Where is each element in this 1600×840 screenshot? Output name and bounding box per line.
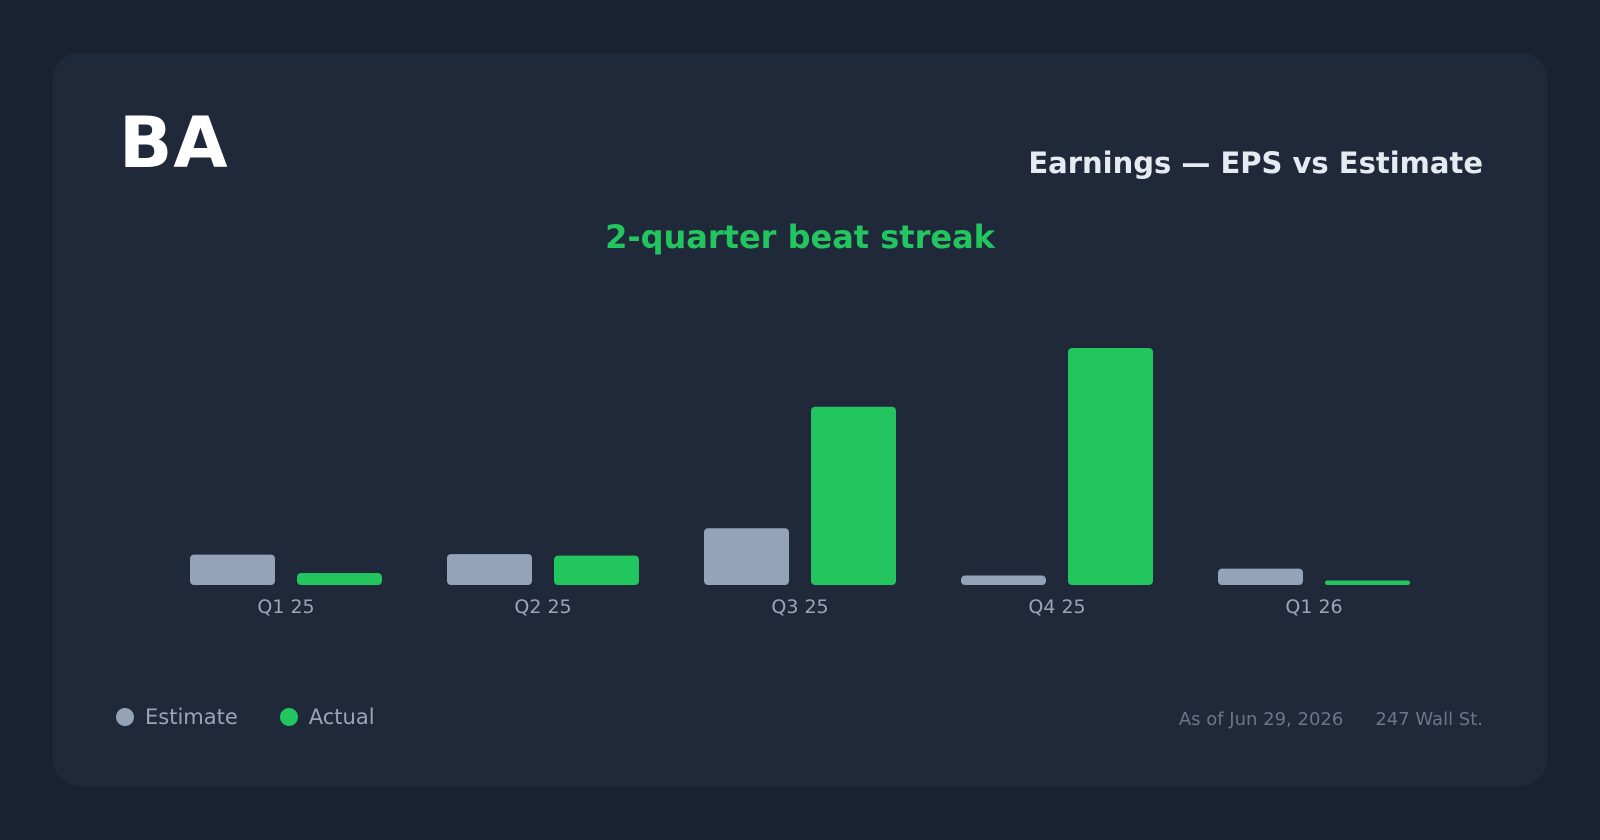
chart-title: Earnings — EPS vs Estimate [1028, 146, 1483, 180]
chart-footer: As of Jun 29, 2026 247 Wall St. [1179, 709, 1483, 730]
chart-card: BA Earnings — EPS vs Estimate 2-quarter … [53, 53, 1547, 786]
legend-label-estimate: Estimate [145, 705, 238, 729]
x-tick-label: Q1 25 [257, 596, 314, 618]
bar-actual-q4-25 [1068, 348, 1153, 585]
as-of-date: As of Jun 29, 2026 [1178, 709, 1344, 730]
chart-legend: Estimate Actual [116, 705, 417, 729]
bar-actual-q1-25 [297, 573, 382, 585]
x-tick-label: Q4 25 [1028, 596, 1085, 618]
bar-actual-q1-26 [1325, 580, 1410, 585]
actual-swatch-icon [279, 708, 298, 726]
bar-actual-q3-25 [811, 406, 896, 585]
bar-estimate-q4-25 [961, 575, 1046, 585]
x-tick-label: Q1 26 [1285, 596, 1342, 618]
legend-label-actual: Actual [308, 705, 375, 729]
x-tick-label: Q2 25 [514, 596, 571, 618]
bar-estimate-q3-25 [704, 528, 789, 585]
legend-item-estimate: Estimate [116, 705, 238, 729]
bar-estimate-q1-25 [190, 554, 275, 585]
source-label: 247 Wall St. [1375, 709, 1483, 730]
bar-actual-q2-25 [554, 555, 639, 585]
beat-streak-subtitle: 2-quarter beat streak [605, 218, 995, 256]
x-tick-label: Q3 25 [771, 596, 828, 618]
bar-estimate-q1-26 [1218, 568, 1303, 585]
bar-estimate-q2-25 [447, 554, 532, 585]
ticker-symbol: BA [119, 102, 229, 184]
legend-item-actual: Actual [279, 705, 375, 729]
estimate-swatch-icon [116, 708, 134, 726]
eps-bar-chart: Q1 25 Q2 25 Q3 25 Q4 25 Q1 26 [190, 348, 1410, 618]
